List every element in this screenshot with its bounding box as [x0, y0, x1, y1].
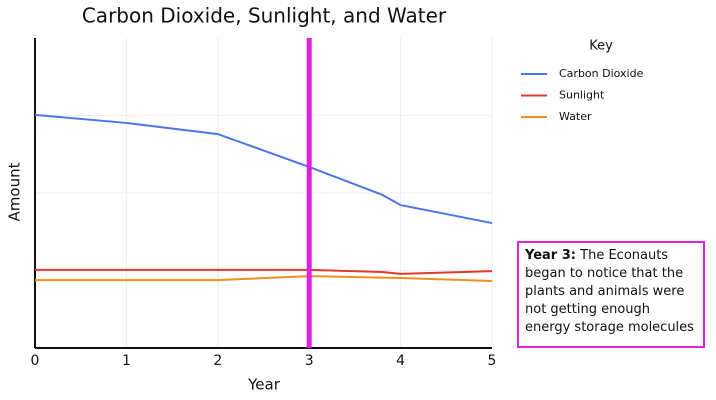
- legend-label: Water: [559, 110, 592, 123]
- x-tick-label: 1: [122, 353, 131, 369]
- chart-title: Carbon Dioxide, Sunlight, and Water: [82, 4, 447, 28]
- x-tick-label: 2: [213, 353, 222, 369]
- y-axis-label: Amount: [6, 162, 24, 221]
- x-axis-label: Year: [247, 376, 281, 394]
- x-tick-label: 3: [305, 353, 314, 369]
- legend-title: Key: [589, 39, 613, 54]
- annotation-text: The Econauts began to notice that the pl…: [525, 248, 694, 335]
- x-tick-label: 0: [31, 353, 40, 369]
- legend-label: Carbon Dioxide: [559, 67, 644, 80]
- data-line: [35, 275, 493, 283]
- data-line: [34, 113, 493, 225]
- annotation: Year 3: The Econauts began to notice tha…: [517, 241, 705, 348]
- x-tick-label: 5: [488, 353, 497, 369]
- x-tick-label: 4: [396, 353, 405, 369]
- legend-label: Sunlight: [559, 89, 605, 102]
- annotation-label: Year 3:: [525, 248, 576, 263]
